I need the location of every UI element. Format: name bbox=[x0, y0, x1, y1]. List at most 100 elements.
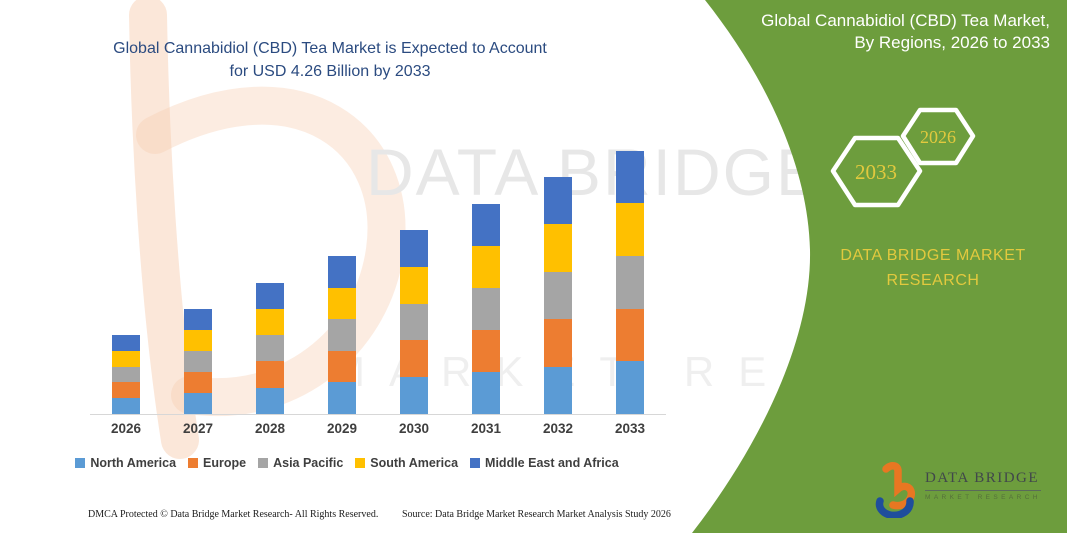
legend-swatch-icon bbox=[258, 458, 269, 468]
legend-item-europe: Europe bbox=[188, 456, 246, 470]
bar-segment-2030-middle-east-and-africa bbox=[400, 230, 428, 267]
chart-title-line1: Global Cannabidiol (CBD) Tea Market is E… bbox=[113, 40, 547, 57]
panel-title: Global Cannabidiol (CBD) Tea Market, By … bbox=[670, 10, 1050, 54]
logo-sub-text: MARKET RESEARCH bbox=[925, 494, 1041, 501]
bar-segment-2028-europe bbox=[256, 361, 284, 388]
bar-segment-2026-north-america bbox=[112, 398, 140, 414]
bar-segment-2026-europe bbox=[112, 382, 140, 399]
hexagon-2033 bbox=[830, 135, 923, 208]
bar-segment-2029-middle-east-and-africa bbox=[328, 256, 356, 288]
chart-title-line2: for USD 4.26 Billion by 2033 bbox=[229, 63, 431, 80]
bar-2030 bbox=[400, 230, 428, 414]
hexagon-2026 bbox=[900, 107, 976, 166]
hexagon-2033-label: 2033 bbox=[855, 160, 897, 184]
bar-column-2033 bbox=[594, 150, 666, 414]
logo-name-text: DATA BRIDGE bbox=[925, 470, 1041, 491]
bar-segment-2033-middle-east-and-africa bbox=[616, 150, 644, 204]
legend-label: Asia Pacific bbox=[273, 456, 344, 470]
brand-name-text: DATA BRIDGE MARKET RESEARCH bbox=[828, 243, 1038, 293]
bar-segment-2027-europe bbox=[184, 371, 212, 393]
x-axis-label-2028: 2028 bbox=[254, 421, 286, 436]
legend-label: North America bbox=[90, 456, 177, 470]
bar-segment-2031-asia-pacific bbox=[472, 287, 500, 330]
bar-segment-2027-middle-east-and-africa bbox=[184, 308, 212, 330]
bar-2026 bbox=[112, 335, 140, 414]
bar-2027 bbox=[184, 308, 212, 414]
bar-segment-2028-asia-pacific bbox=[256, 335, 284, 362]
bar-segment-2030-south-america bbox=[400, 266, 428, 304]
bar-2029 bbox=[328, 256, 356, 414]
bar-segment-2033-north-america bbox=[616, 361, 644, 414]
bar-segment-2032-south-america bbox=[544, 224, 572, 272]
bar-segment-2031-europe bbox=[472, 329, 500, 372]
bar-column-2026 bbox=[90, 150, 162, 414]
brand-name-line1: DATA BRIDGE MARKET bbox=[840, 247, 1026, 264]
bar-segment-2026-asia-pacific bbox=[112, 366, 140, 383]
panel-title-line2: By Regions, 2026 to 2033 bbox=[854, 33, 1050, 52]
x-axis-label-2027: 2027 bbox=[182, 421, 214, 436]
bar-segment-2027-south-america bbox=[184, 329, 212, 351]
x-axis-label-2032: 2032 bbox=[542, 421, 574, 436]
x-axis-label-2031: 2031 bbox=[470, 421, 502, 436]
bar-segment-2027-asia-pacific bbox=[184, 350, 212, 372]
bar-2032 bbox=[544, 176, 572, 414]
legend-swatch-icon bbox=[470, 458, 481, 468]
bar-chart-plot-area bbox=[90, 150, 666, 414]
data-bridge-logo: DATA BRIDGE MARKET RESEARCH bbox=[873, 462, 1041, 518]
bar-segment-2027-north-america bbox=[184, 392, 212, 414]
bar-segment-2028-north-america bbox=[256, 387, 284, 414]
legend-swatch-icon bbox=[188, 458, 199, 468]
chart-title: Global Cannabidiol (CBD) Tea Market is E… bbox=[80, 37, 580, 83]
bar-segment-2029-north-america bbox=[328, 382, 356, 414]
chart-legend: North America Europe Asia Pacific South Ame… bbox=[75, 456, 619, 470]
bar-segment-2032-middle-east-and-africa bbox=[544, 176, 572, 224]
x-axis-label-2026: 2026 bbox=[110, 421, 142, 436]
x-axis-labels: 2026 2027 2028 2029 2030 2031 2032 2033 bbox=[90, 421, 666, 436]
bar-segment-2031-middle-east-and-africa bbox=[472, 203, 500, 246]
year-hexagons: 2033 2026 bbox=[830, 107, 976, 208]
legend-swatch-icon bbox=[355, 458, 366, 468]
bar-2031 bbox=[472, 203, 500, 414]
bar-segment-2030-europe bbox=[400, 340, 428, 378]
bar-segment-2033-asia-pacific bbox=[616, 255, 644, 309]
bar-segment-2032-asia-pacific bbox=[544, 271, 572, 319]
bar-column-2027 bbox=[162, 150, 234, 414]
legend-label: Europe bbox=[203, 456, 247, 470]
bar-segment-2030-asia-pacific bbox=[400, 303, 428, 341]
data-bridge-logo-icon bbox=[875, 462, 916, 518]
legend-label: Middle East and Africa bbox=[485, 456, 619, 470]
dmca-copyright-text: DMCA Protected © Data Bridge Market Rese… bbox=[88, 509, 379, 520]
legend-item-asia-pacific: Asia Pacific bbox=[258, 456, 343, 470]
bar-segment-2028-middle-east-and-africa bbox=[256, 282, 284, 309]
bar-column-2032 bbox=[522, 150, 594, 414]
bar-segment-2026-middle-east-and-africa bbox=[112, 335, 140, 351]
bar-segment-2031-south-america bbox=[472, 245, 500, 288]
bar-segment-2029-europe bbox=[328, 350, 356, 383]
brand-name-line2: RESEARCH bbox=[886, 272, 980, 289]
source-text: Source: Data Bridge Market Research Mark… bbox=[402, 509, 671, 520]
bar-column-2031 bbox=[450, 150, 522, 414]
legend-item-south-america: South America bbox=[355, 456, 458, 470]
bar-segment-2028-south-america bbox=[256, 308, 284, 336]
x-axis-label-2030: 2030 bbox=[398, 421, 430, 436]
bar-segment-2033-europe bbox=[616, 308, 644, 362]
bar-column-2030 bbox=[378, 150, 450, 414]
bar-segment-2031-north-america bbox=[472, 371, 500, 414]
bar-segment-2032-north-america bbox=[544, 366, 572, 414]
x-axis-label-2029: 2029 bbox=[326, 421, 358, 436]
legend-item-middle-east-and-africa: Middle East and Africa bbox=[470, 456, 619, 470]
hexagon-2026-label: 2026 bbox=[920, 127, 956, 147]
legend-swatch-icon bbox=[75, 458, 86, 468]
panel-title-line1: Global Cannabidiol (CBD) Tea Market, bbox=[761, 11, 1050, 30]
x-axis-line bbox=[90, 414, 666, 415]
legend-label: South America bbox=[370, 456, 459, 470]
bar-segment-2029-asia-pacific bbox=[328, 319, 356, 351]
bar-2028 bbox=[256, 282, 284, 414]
x-axis-label-2033: 2033 bbox=[614, 421, 646, 436]
bar-segment-2033-south-america bbox=[616, 203, 644, 256]
bar-column-2028 bbox=[234, 150, 306, 414]
legend-item-north-america: North America bbox=[75, 456, 176, 470]
logo-text-block: DATA BRIDGE MARKET RESEARCH bbox=[925, 462, 1041, 501]
bar-segment-2029-south-america bbox=[328, 287, 356, 320]
